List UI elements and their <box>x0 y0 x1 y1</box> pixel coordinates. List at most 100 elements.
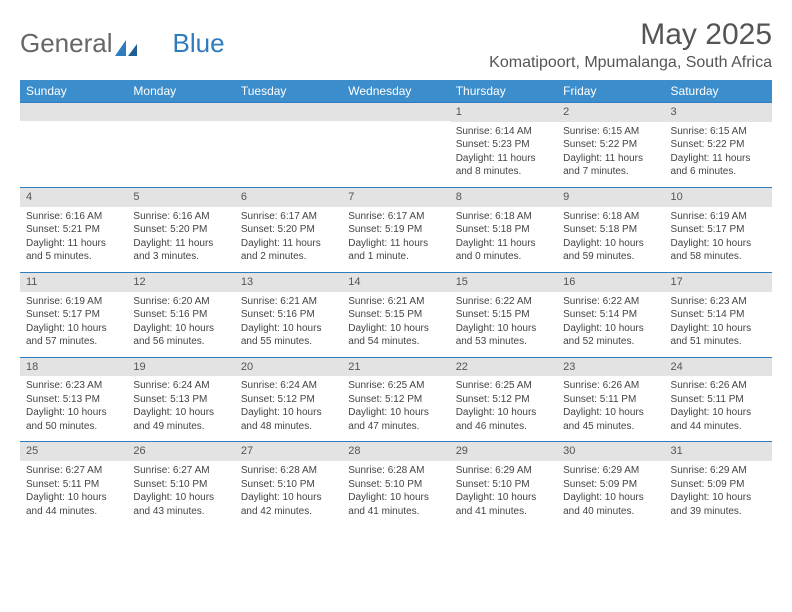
sunrise-line: Sunrise: 6:27 AM <box>133 464 228 478</box>
day-details: Sunrise: 6:27 AMSunset: 5:11 PMDaylight:… <box>20 461 127 526</box>
day-number: 21 <box>342 358 449 377</box>
sunrise-line: Sunrise: 6:14 AM <box>456 125 551 139</box>
daylight-line: Daylight: 10 hours and 54 minutes. <box>348 322 443 349</box>
calendar-header-row: SundayMondayTuesdayWednesdayThursdayFrid… <box>20 80 772 103</box>
day-cell-3: 3Sunrise: 6:15 AMSunset: 5:22 PMDaylight… <box>665 103 772 188</box>
sunrise-line: Sunrise: 6:26 AM <box>563 379 658 393</box>
day-details: Sunrise: 6:26 AMSunset: 5:11 PMDaylight:… <box>557 376 664 441</box>
sunset-line: Sunset: 5:21 PM <box>26 223 121 237</box>
day-number: 19 <box>127 358 234 377</box>
sunset-line: Sunset: 5:13 PM <box>26 393 121 407</box>
col-header-monday: Monday <box>127 80 234 103</box>
day-number: 24 <box>665 358 772 377</box>
day-details: Sunrise: 6:25 AMSunset: 5:12 PMDaylight:… <box>450 376 557 441</box>
sunrise-line: Sunrise: 6:17 AM <box>348 210 443 224</box>
daylight-line: Daylight: 10 hours and 58 minutes. <box>671 237 766 264</box>
day-details: Sunrise: 6:17 AMSunset: 5:20 PMDaylight:… <box>235 207 342 272</box>
daylight-line: Daylight: 10 hours and 46 minutes. <box>456 406 551 433</box>
day-details: Sunrise: 6:28 AMSunset: 5:10 PMDaylight:… <box>235 461 342 526</box>
day-cell-10: 10Sunrise: 6:19 AMSunset: 5:17 PMDayligh… <box>665 187 772 272</box>
day-number: 3 <box>665 103 772 122</box>
empty-cell <box>235 103 342 188</box>
day-cell-28: 28Sunrise: 6:28 AMSunset: 5:10 PMDayligh… <box>342 442 449 526</box>
daylight-line: Daylight: 10 hours and 42 minutes. <box>241 491 336 518</box>
daylight-line: Daylight: 11 hours and 1 minute. <box>348 237 443 264</box>
daylight-line: Daylight: 11 hours and 0 minutes. <box>456 237 551 264</box>
sunset-line: Sunset: 5:23 PM <box>456 138 551 152</box>
sunset-line: Sunset: 5:12 PM <box>456 393 551 407</box>
sunrise-line: Sunrise: 6:29 AM <box>671 464 766 478</box>
sunset-line: Sunset: 5:20 PM <box>133 223 228 237</box>
day-number: 23 <box>557 358 664 377</box>
daylight-line: Daylight: 11 hours and 2 minutes. <box>241 237 336 264</box>
empty-cell <box>20 103 127 188</box>
sunset-line: Sunset: 5:15 PM <box>456 308 551 322</box>
sunset-line: Sunset: 5:19 PM <box>348 223 443 237</box>
sunrise-line: Sunrise: 6:15 AM <box>563 125 658 139</box>
day-number: 9 <box>557 188 664 207</box>
day-details: Sunrise: 6:15 AMSunset: 5:22 PMDaylight:… <box>557 122 664 187</box>
daylight-line: Daylight: 11 hours and 7 minutes. <box>563 152 658 179</box>
day-number: 16 <box>557 273 664 292</box>
sunset-line: Sunset: 5:14 PM <box>671 308 766 322</box>
day-number: 2 <box>557 103 664 122</box>
day-cell-24: 24Sunrise: 6:26 AMSunset: 5:11 PMDayligh… <box>665 357 772 442</box>
title-block: May 2025 Komatipoort, Mpumalanga, South … <box>489 18 772 72</box>
day-details: Sunrise: 6:24 AMSunset: 5:12 PMDaylight:… <box>235 376 342 441</box>
day-details: Sunrise: 6:23 AMSunset: 5:14 PMDaylight:… <box>665 292 772 357</box>
sunset-line: Sunset: 5:16 PM <box>241 308 336 322</box>
calendar-row: 25Sunrise: 6:27 AMSunset: 5:11 PMDayligh… <box>20 442 772 526</box>
day-details: Sunrise: 6:16 AMSunset: 5:20 PMDaylight:… <box>127 207 234 272</box>
day-number: 11 <box>20 273 127 292</box>
daylight-line: Daylight: 10 hours and 49 minutes. <box>133 406 228 433</box>
day-cell-31: 31Sunrise: 6:29 AMSunset: 5:09 PMDayligh… <box>665 442 772 526</box>
day-details: Sunrise: 6:17 AMSunset: 5:19 PMDaylight:… <box>342 207 449 272</box>
day-details: Sunrise: 6:21 AMSunset: 5:15 PMDaylight:… <box>342 292 449 357</box>
sunrise-line: Sunrise: 6:19 AM <box>671 210 766 224</box>
month-title: May 2025 <box>489 18 772 52</box>
sunrise-line: Sunrise: 6:18 AM <box>456 210 551 224</box>
sunrise-line: Sunrise: 6:25 AM <box>348 379 443 393</box>
day-number: 25 <box>20 442 127 461</box>
day-details: Sunrise: 6:23 AMSunset: 5:13 PMDaylight:… <box>20 376 127 441</box>
day-number: 27 <box>235 442 342 461</box>
day-number: 15 <box>450 273 557 292</box>
sunset-line: Sunset: 5:09 PM <box>563 478 658 492</box>
day-number: 31 <box>665 442 772 461</box>
day-details: Sunrise: 6:24 AMSunset: 5:13 PMDaylight:… <box>127 376 234 441</box>
brand-part2: Blue <box>137 28 225 59</box>
day-cell-11: 11Sunrise: 6:19 AMSunset: 5:17 PMDayligh… <box>20 272 127 357</box>
day-number: 12 <box>127 273 234 292</box>
sunrise-line: Sunrise: 6:20 AM <box>133 295 228 309</box>
calendar-page: GeneralBlue May 2025 Komatipoort, Mpumal… <box>0 0 792 544</box>
daylight-line: Daylight: 11 hours and 3 minutes. <box>133 237 228 264</box>
sunset-line: Sunset: 5:15 PM <box>348 308 443 322</box>
sunset-line: Sunset: 5:09 PM <box>671 478 766 492</box>
sunrise-line: Sunrise: 6:23 AM <box>26 379 121 393</box>
daylight-line: Daylight: 10 hours and 43 minutes. <box>133 491 228 518</box>
calendar-row: 18Sunrise: 6:23 AMSunset: 5:13 PMDayligh… <box>20 357 772 442</box>
sunrise-line: Sunrise: 6:16 AM <box>26 210 121 224</box>
day-cell-5: 5Sunrise: 6:16 AMSunset: 5:20 PMDaylight… <box>127 187 234 272</box>
day-details: Sunrise: 6:18 AMSunset: 5:18 PMDaylight:… <box>450 207 557 272</box>
day-details: Sunrise: 6:29 AMSunset: 5:09 PMDaylight:… <box>665 461 772 526</box>
sunrise-line: Sunrise: 6:23 AM <box>671 295 766 309</box>
sunrise-line: Sunrise: 6:17 AM <box>241 210 336 224</box>
day-details: Sunrise: 6:20 AMSunset: 5:16 PMDaylight:… <box>127 292 234 357</box>
sunrise-line: Sunrise: 6:21 AM <box>241 295 336 309</box>
sunrise-line: Sunrise: 6:22 AM <box>563 295 658 309</box>
sunset-line: Sunset: 5:22 PM <box>671 138 766 152</box>
col-header-tuesday: Tuesday <box>235 80 342 103</box>
daylight-line: Daylight: 11 hours and 8 minutes. <box>456 152 551 179</box>
day-details: Sunrise: 6:21 AMSunset: 5:16 PMDaylight:… <box>235 292 342 357</box>
daylight-line: Daylight: 10 hours and 39 minutes. <box>671 491 766 518</box>
daylight-line: Daylight: 10 hours and 56 minutes. <box>133 322 228 349</box>
sunset-line: Sunset: 5:10 PM <box>241 478 336 492</box>
sunrise-line: Sunrise: 6:28 AM <box>241 464 336 478</box>
day-cell-1: 1Sunrise: 6:14 AMSunset: 5:23 PMDaylight… <box>450 103 557 188</box>
day-number: 29 <box>450 442 557 461</box>
day-details: Sunrise: 6:22 AMSunset: 5:14 PMDaylight:… <box>557 292 664 357</box>
sunrise-line: Sunrise: 6:18 AM <box>563 210 658 224</box>
day-number: 13 <box>235 273 342 292</box>
day-details: Sunrise: 6:18 AMSunset: 5:18 PMDaylight:… <box>557 207 664 272</box>
